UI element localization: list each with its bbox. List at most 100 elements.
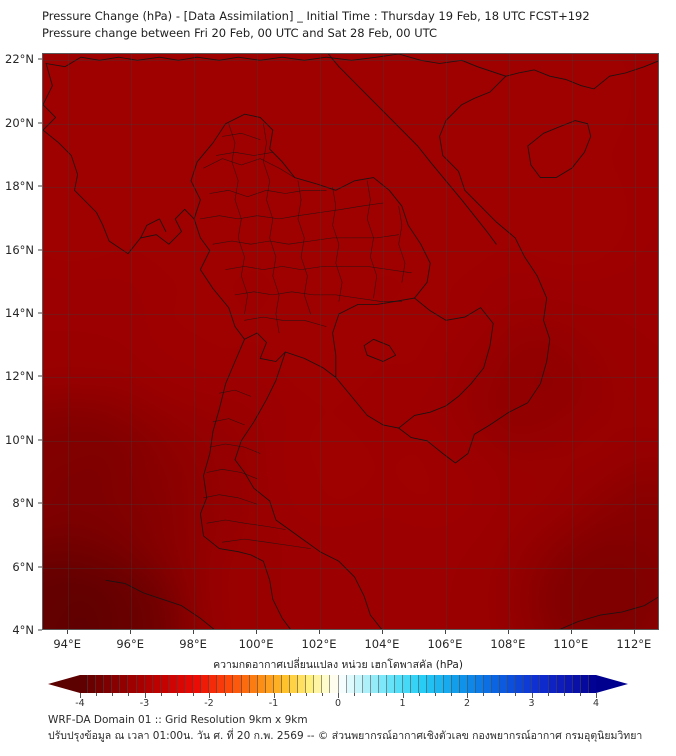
- colorbar-bar: [48, 675, 628, 693]
- colorbar-tick: [531, 693, 533, 698]
- map-boundary-path: [332, 186, 343, 302]
- colorbar-tick: [402, 693, 404, 698]
- colorbar-segment: [467, 675, 476, 693]
- colorbar-label: ความกดอากาศเปลี่ยนแปลง หน่วย เฮกโตพาสคัล…: [213, 659, 463, 671]
- colorbar-tick: [144, 693, 146, 698]
- colorbar-tick: [596, 693, 597, 698]
- colorbar-tick: [128, 693, 130, 696]
- map-boundary-path: [234, 291, 403, 302]
- colorbar-segment: [411, 675, 420, 693]
- colorbar-segment: [241, 675, 250, 693]
- colorbar-segment: [322, 675, 331, 693]
- y-axis-tick: [38, 185, 42, 187]
- y-axis-tick: [38, 249, 42, 251]
- colorbar-segment: [516, 675, 525, 693]
- x-axis-tick: [130, 630, 132, 634]
- colorbar-tick: [273, 693, 275, 698]
- x-axis-tick-label: 112°E: [616, 637, 652, 651]
- map-boundary-path: [398, 54, 507, 77]
- x-axis-tick-label: 102°E: [301, 637, 337, 651]
- map-boundary-path: [206, 469, 258, 480]
- colorbar-tick-label: -3: [139, 698, 150, 709]
- colorbar-tick: [563, 693, 565, 696]
- x-axis-tick-label: 104°E: [364, 637, 400, 651]
- map-boundary-path: [398, 297, 494, 429]
- colorbar-segment: [475, 675, 484, 693]
- colorbar-extend-low-arrow: [48, 675, 80, 693]
- colorbar-tick-label: -4: [75, 698, 85, 709]
- map-boundary-path: [228, 123, 248, 315]
- colorbar-segment: [273, 675, 282, 693]
- colorbar-tick: [483, 693, 485, 696]
- colorbar-tick: [450, 693, 452, 696]
- map-boundary-path: [105, 579, 215, 629]
- x-axis-tick: [507, 630, 509, 634]
- colorbar-tick: [209, 693, 210, 698]
- colorbar-segment: [548, 675, 557, 693]
- map-boundary-path: [212, 418, 245, 426]
- map-boundary-path: [335, 72, 551, 464]
- colorbar-segment: [354, 675, 363, 693]
- map-boundary-path: [244, 316, 327, 327]
- colorbar-segment: [532, 675, 541, 693]
- colorbar-segment: [120, 675, 129, 693]
- colorbar-segment: [403, 675, 412, 693]
- colorbar-tick: [176, 693, 178, 696]
- map-boundary-path: [200, 202, 384, 220]
- y-axis-tick-label: 16°N: [5, 242, 34, 257]
- colorbar-segment: [176, 675, 186, 693]
- colorbar-tick: [225, 693, 227, 696]
- map-boundary-path: [199, 338, 291, 629]
- y-axis-tick-label: 6°N: [12, 559, 34, 574]
- colorbar-tick: [354, 693, 356, 696]
- colorbar-segment: [88, 675, 97, 693]
- colorbar-segment: [419, 675, 428, 693]
- colorbar-segment: [580, 675, 589, 693]
- map-boundary-path: [219, 389, 252, 397]
- colorbar-segment: [298, 675, 307, 693]
- map-boundary-path: [209, 190, 327, 197]
- map-boundary-path: [203, 494, 258, 505]
- colorbar-segment: [168, 675, 177, 693]
- map-boundary-path: [398, 205, 406, 283]
- x-axis-tick: [193, 630, 195, 634]
- colorbar-segment: [556, 675, 565, 693]
- y-axis-tick-label: 10°N: [5, 432, 34, 447]
- footer-block: WRF-DA Domain 01 :: Grid Resolution 9km …: [48, 712, 668, 744]
- colorbar-segment: [588, 675, 596, 693]
- y-axis-tick-label: 18°N: [5, 179, 34, 194]
- colorbar-tick: [160, 693, 162, 696]
- map-boundary-path: [222, 538, 311, 549]
- footer-line-credit: ปรับปรุงข้อมูล ณ เวลา 01:00น. วัน ศ. ที่…: [48, 730, 643, 742]
- colorbar-segment: [451, 675, 460, 693]
- pressure-change-map[interactable]: [42, 53, 659, 630]
- map-boundary-path: [263, 123, 280, 334]
- colorbar-segment: [508, 675, 517, 693]
- colorbar-tick: [579, 693, 581, 696]
- colorbar-tick: [467, 693, 468, 698]
- colorbar-segment: [136, 675, 145, 693]
- y-axis-tick: [38, 439, 42, 441]
- colorbar-segment: [386, 675, 396, 693]
- colorbar-tick: [192, 693, 194, 696]
- colorbar-tick-label: 2: [463, 698, 471, 709]
- colorbar-segment: [160, 675, 169, 693]
- x-axis-tick-label: 98°E: [179, 637, 207, 651]
- y-axis-tick: [38, 375, 42, 377]
- colorbar-segment: [233, 675, 242, 693]
- colorbar-segment: [500, 675, 509, 693]
- colorbar-tick: [289, 693, 291, 696]
- x-axis-tick-label: 100°E: [238, 637, 274, 651]
- colorbar-tick: [241, 693, 243, 696]
- map-boundary-path: [222, 133, 261, 140]
- colorbar-segment: [104, 675, 113, 693]
- colorbar-segment: [314, 675, 323, 693]
- map-boundary-path: [43, 63, 337, 378]
- colorbar-tick-label: 0: [334, 698, 342, 709]
- colorbar-tick: [257, 693, 259, 696]
- colorbar-segment: [112, 675, 121, 693]
- map-boundary-path: [297, 180, 311, 315]
- colorbar-tick: [338, 693, 339, 698]
- colorbar-segment: [225, 675, 234, 693]
- colorbar[interactable]: ความกดอากาศเปลี่ยนแปลง หน่วย เฮกโตพาสคัล…: [0, 656, 676, 709]
